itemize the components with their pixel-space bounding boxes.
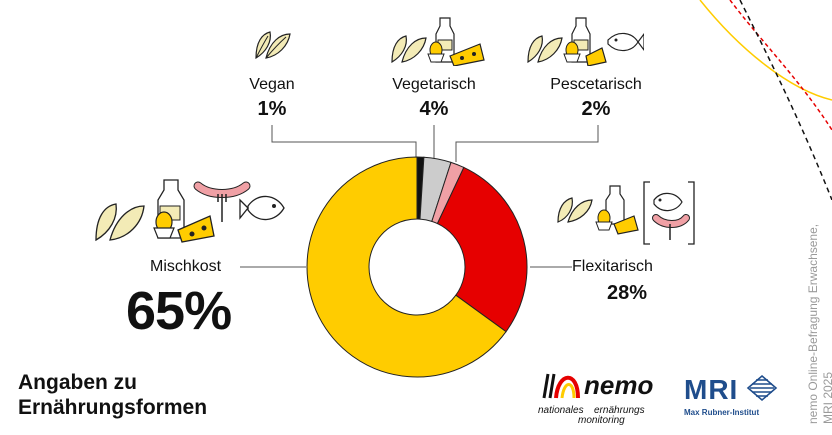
- nemo-sub-1: nationales: [538, 405, 584, 416]
- nemo-sub-3: monitoring: [578, 415, 625, 426]
- pescetarisch-icons: [526, 16, 645, 71]
- label-vegetarisch: Vegetarisch: [392, 76, 476, 93]
- value-pescetarisch: 2%: [581, 98, 611, 120]
- leaf-icon: [95, 203, 145, 242]
- value-mischkost: 65%: [126, 281, 232, 341]
- mri-subtitle: Max Rubner-Institut: [684, 408, 760, 417]
- chart-title: Angaben zu Ernährungsformen: [18, 370, 207, 420]
- label-pescetarisch: Pescetarisch: [550, 76, 642, 93]
- source-note: nemo Online-Befragung Erwachsene, MRI 20…: [806, 224, 832, 424]
- cheese-icon: [449, 43, 485, 67]
- nemo-wordmark: nemo: [584, 370, 654, 400]
- mri-emblem-icon: [746, 374, 778, 402]
- egg-icon: [563, 41, 581, 63]
- chart-title-line-1: Angaben zu: [18, 371, 137, 394]
- slice-flexitarisch: [436, 166, 528, 333]
- value-flexitarisch: 28%: [606, 282, 648, 304]
- vegetarisch-icons: [390, 16, 486, 71]
- cheese-icon: [613, 215, 639, 235]
- cheese-icon: [177, 215, 215, 243]
- value-vegan: 1%: [257, 98, 287, 120]
- leaf-icon: [391, 35, 427, 64]
- flexitarisch-icons: [556, 178, 698, 253]
- value-vegetarisch: 4%: [419, 98, 449, 120]
- leaf-icon: [527, 35, 563, 64]
- source-line-2: MRI 2025: [821, 371, 832, 424]
- mischkost-icons: [94, 176, 288, 251]
- fish-icon: [653, 192, 683, 212]
- nemo-sub-2: ernährungs: [594, 405, 645, 416]
- nemo-mark-icon: [542, 373, 580, 399]
- cheese-icon: [585, 47, 607, 67]
- source-line-1: nemo Online-Befragung Erwachsene,: [806, 223, 820, 424]
- egg-icon: [427, 41, 445, 63]
- donut-chart: [306, 156, 528, 378]
- chart-title-line-2: Ernährungsformen: [18, 396, 208, 419]
- leaf-icon: [557, 197, 593, 223]
- sausage-icon: [193, 181, 251, 222]
- vegan-icons: [252, 28, 294, 65]
- label-flexitarisch: Flexitarisch: [572, 258, 653, 275]
- slice-mischkost: [306, 156, 507, 378]
- decorative-curves: [699, 0, 832, 200]
- egg-icon: [153, 211, 175, 239]
- mri-wordmark: MRI: [684, 374, 739, 405]
- fish-icon: [607, 32, 645, 52]
- egg-icon: [595, 209, 613, 231]
- label-vegan: Vegan: [249, 76, 295, 93]
- nemo-logo: nemo nationales ernährungs monitoring: [538, 364, 668, 426]
- sausage-icon: [652, 214, 690, 240]
- fish-icon: [239, 195, 285, 221]
- label-mischkost: Mischkost: [150, 258, 222, 275]
- mri-logo: MRI Max Rubner-Institut: [684, 372, 784, 422]
- leaf-icon: [255, 31, 291, 60]
